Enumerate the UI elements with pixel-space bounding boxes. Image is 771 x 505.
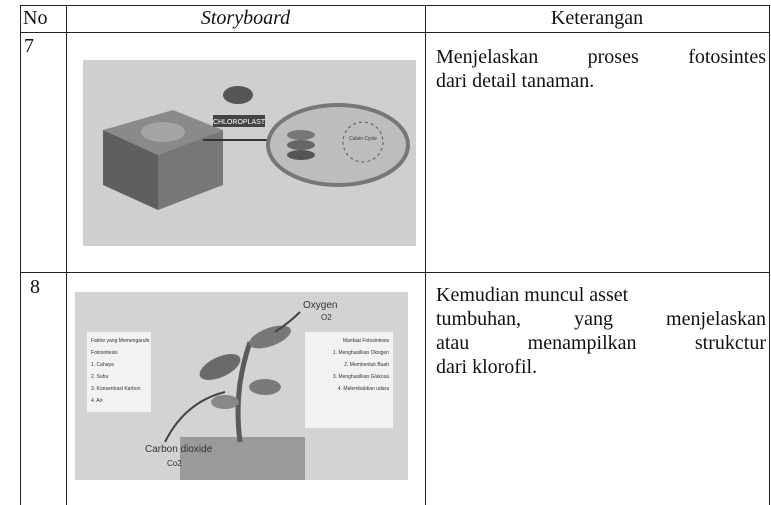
image-label: Co2 [167, 459, 182, 468]
image-label: 2. Suhu [91, 374, 108, 380]
text-line: Menjelaskan proses fotosintes [436, 46, 766, 68]
text-line: tumbuhan, yang menjelaskan [436, 308, 766, 330]
table-border [769, 5, 770, 505]
image-label: Calvin Cycle [349, 136, 377, 142]
text-line: dari klorofil. [436, 356, 538, 378]
header-cell: Keterangan [550, 7, 644, 29]
image-label: Fotosintesis [91, 350, 118, 356]
row-number: 7 [24, 35, 34, 57]
storyboard-image: CHLOROPLAST Calvin Cycle [83, 60, 416, 246]
table-border [66, 5, 67, 505]
description: Menjelaskan proses fotosintes dari detai… [436, 45, 766, 93]
image-label: 3. Menghasilkan Glukosa [333, 374, 389, 380]
text-line: atau menampilkan strukctur [436, 332, 766, 354]
image-label: 2. Membentuk Buah [344, 362, 389, 368]
image-list: Faktor yang Memengaruhi Fotosintesis 1. … [91, 338, 149, 404]
image-label: CHLOROPLAST [213, 119, 266, 126]
image-label: 4. Melembabkan udara [338, 386, 389, 392]
table-border [20, 272, 770, 273]
image-label: 3. Konsentrasi Karbon [91, 386, 141, 392]
text-line: Kemudian muncul asset [436, 284, 629, 306]
image-label: Faktor yang Memengaruhi [91, 338, 149, 344]
table-border [20, 5, 21, 505]
image-label: Manfaat Fotosintesis [343, 338, 390, 344]
text-line: dari detail tanaman. [436, 70, 595, 92]
image-label: 1. Menghasilkan Oksigen [333, 350, 389, 356]
image-label: 1. Cahaya [91, 362, 114, 368]
image-label: Carbon dioxide [145, 444, 213, 455]
table-border [20, 32, 770, 33]
image-label: 4. Air [91, 398, 103, 404]
storyboard-image: Faktor yang Memengaruhi Fotosintesis 1. … [75, 292, 408, 480]
image-label: Oxygen [303, 300, 337, 311]
table-border [425, 5, 426, 505]
row-number: 8 [30, 276, 40, 298]
description: Kemudian muncul asset tumbuhan, yang men… [436, 283, 766, 379]
header-cell: No [23, 7, 48, 29]
table-border [20, 5, 770, 6]
image-label: O2 [321, 313, 332, 322]
header-cell: Storyboard [200, 7, 291, 29]
